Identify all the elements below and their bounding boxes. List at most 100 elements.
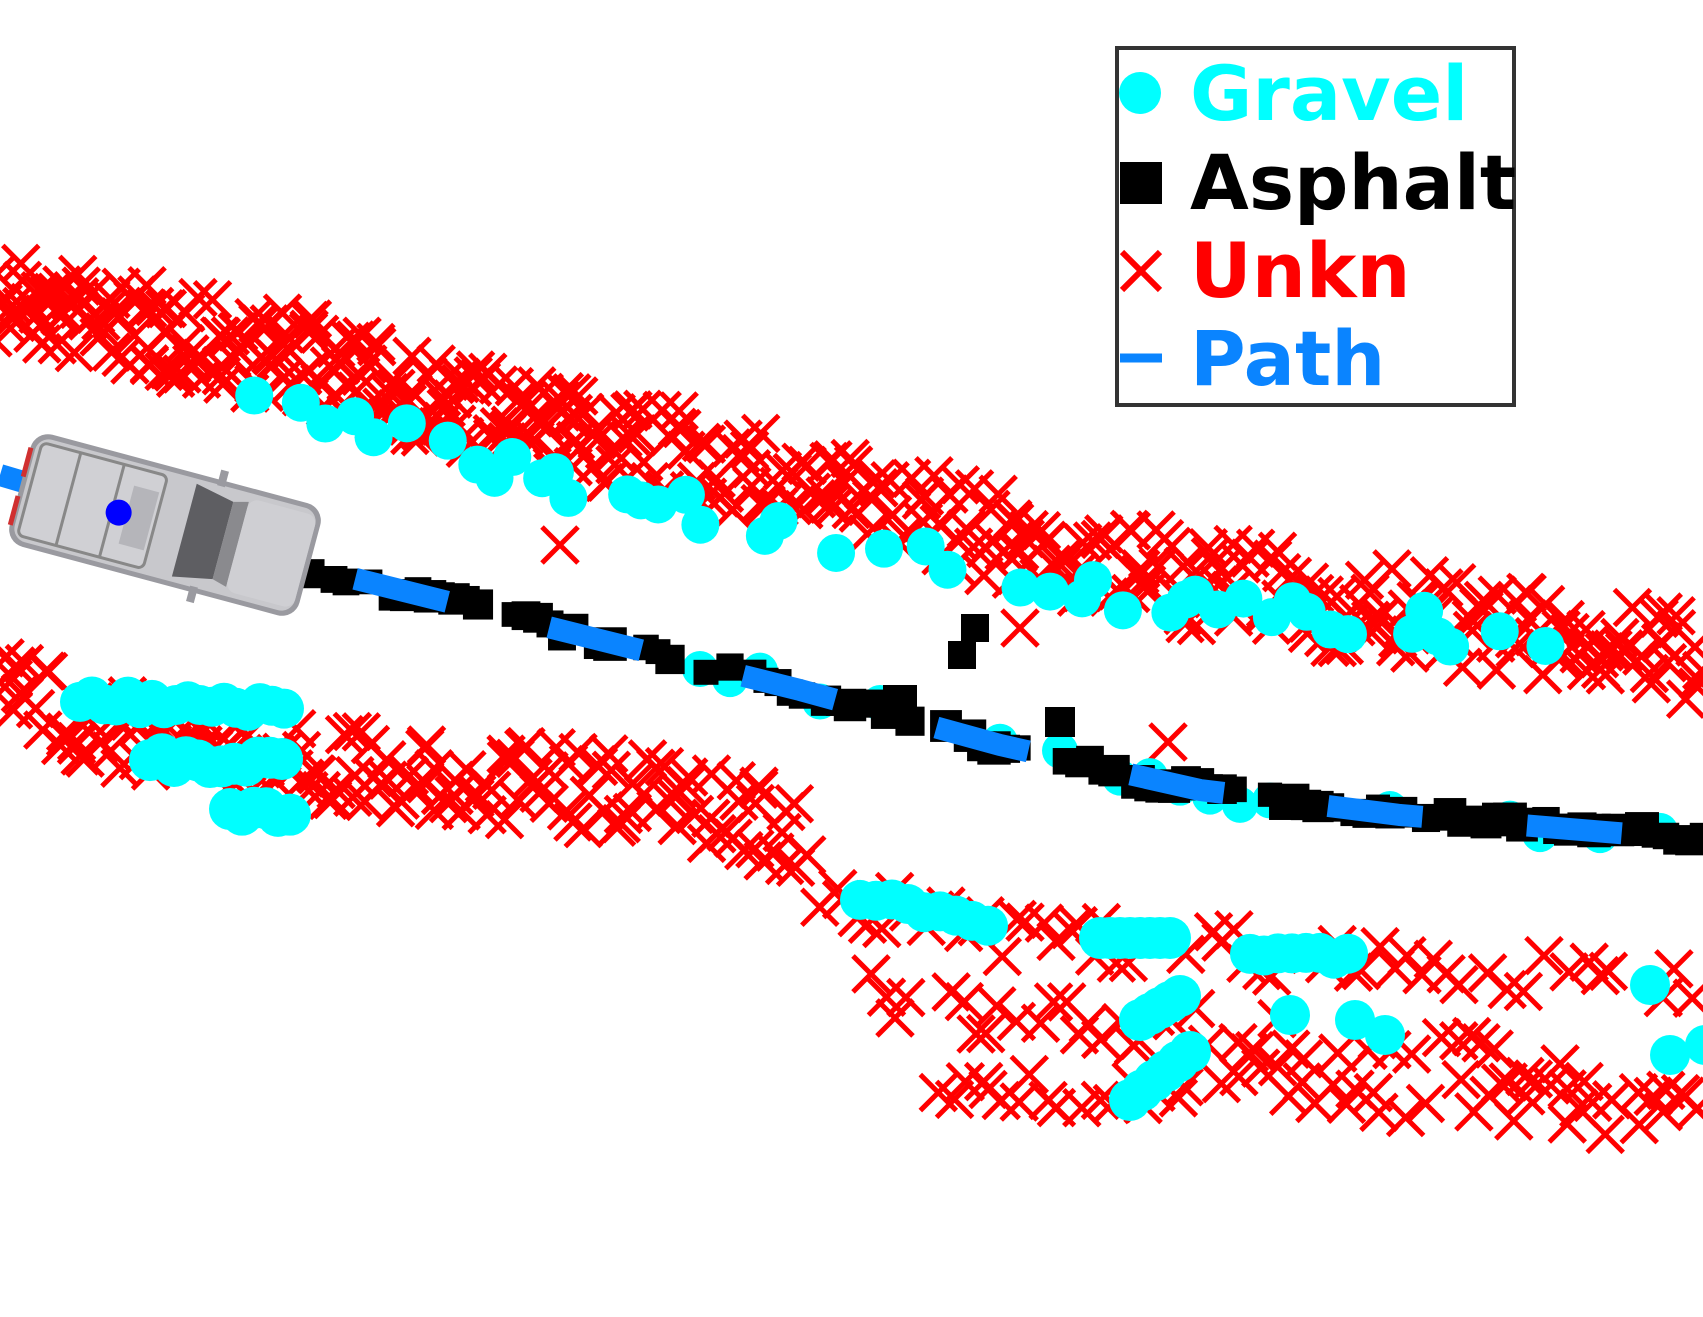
gravel-point — [269, 793, 311, 836]
unkn-point — [1675, 627, 1703, 667]
asphalt-point — [883, 685, 917, 719]
asphalt-point — [948, 641, 976, 669]
gravel-point — [666, 475, 705, 514]
unkn-point — [1629, 653, 1670, 694]
gravel-point — [681, 505, 720, 544]
unkn-point — [478, 365, 519, 405]
gravel-point — [261, 737, 303, 780]
gravel-point — [1149, 917, 1191, 959]
unkn-point — [940, 465, 981, 505]
unkn-point — [775, 847, 816, 888]
unkn-point — [1042, 538, 1082, 579]
gravel-point — [1031, 572, 1070, 611]
legend-asphalt-marker — [1120, 162, 1162, 204]
gravel-point — [1073, 561, 1112, 600]
unkn-point — [28, 651, 69, 692]
unkn-point — [1540, 1044, 1580, 1084]
vehicle-position-marker — [105, 499, 132, 526]
unkn-point — [965, 1013, 1006, 1054]
unkn-point — [357, 326, 397, 367]
gravel-point — [1103, 591, 1142, 630]
gravel-point — [1001, 568, 1040, 607]
unkn-point — [591, 750, 632, 790]
unkn-point — [553, 802, 593, 842]
gravel-point — [1159, 975, 1201, 1017]
unkn-point — [1005, 902, 1045, 942]
unkn-point — [814, 486, 855, 527]
gravel-point — [428, 421, 467, 460]
unkn-point — [764, 845, 805, 886]
gravel-point — [1328, 933, 1368, 974]
unkn-point — [0, 285, 33, 326]
unkn-point — [1282, 1062, 1322, 1102]
path-line — [0, 464, 1703, 851]
unkn-point — [203, 364, 243, 404]
unkn-point — [1580, 955, 1620, 996]
gravel-point — [1526, 626, 1565, 665]
unkn-point — [392, 336, 432, 377]
unkn-point — [1148, 722, 1188, 762]
unkn-point — [666, 765, 706, 806]
unkn-point — [1080, 1080, 1121, 1121]
gravel-point — [968, 905, 1008, 946]
unkn-point — [1639, 598, 1679, 639]
unkn-point — [1487, 969, 1527, 1010]
path-segment — [0, 464, 1703, 851]
unkn-point — [192, 279, 233, 320]
gravel-point — [1335, 1000, 1375, 1040]
legend-unkn-label: Unkn — [1190, 226, 1410, 315]
unkn-point — [1524, 935, 1564, 976]
gravel-point — [1270, 995, 1310, 1035]
unkn-point — [1480, 1063, 1521, 1103]
unkn-point — [201, 355, 242, 396]
unkn-point — [1676, 1089, 1703, 1130]
unkn-point — [1360, 926, 1400, 967]
unkn-point — [100, 297, 140, 337]
unkn-point — [1080, 1019, 1121, 1060]
unkn-point — [1020, 1003, 1061, 1043]
unkn-point — [1681, 650, 1703, 691]
unkn-point — [1219, 1056, 1259, 1097]
unkn-point — [447, 750, 487, 790]
unkn-point — [1677, 667, 1703, 707]
unkn-point — [471, 770, 512, 810]
gravel-point — [549, 478, 588, 517]
gravel-point — [1169, 1031, 1211, 1073]
unkn-point — [332, 711, 373, 752]
unkn-point — [954, 469, 995, 509]
unkn-point — [1494, 1101, 1534, 1141]
gravel-point — [759, 501, 798, 540]
unkn-point — [1385, 1097, 1426, 1138]
unkn-point — [1421, 1017, 1462, 1058]
gravel-point — [493, 438, 532, 477]
asphalt-point — [655, 644, 685, 675]
unkn-point — [719, 781, 759, 821]
unkn-point — [859, 468, 899, 508]
unkn-point — [406, 725, 447, 765]
legend-gravel-label: Gravel — [1190, 49, 1468, 138]
unkn-point — [178, 277, 218, 318]
unkn-point — [1461, 1023, 1501, 1063]
unkn-point — [1672, 978, 1703, 1018]
unkn-point — [1441, 1059, 1481, 1100]
gravel-point — [817, 533, 856, 572]
unkn-point — [486, 740, 527, 780]
unkn-point — [875, 998, 915, 1038]
unkn-point — [341, 356, 381, 397]
unkn-point — [1318, 1033, 1358, 1073]
unkn-point — [851, 954, 891, 994]
unkn-point — [856, 458, 897, 499]
gravel-point — [1365, 1015, 1405, 1055]
unkn-point — [956, 1014, 996, 1054]
unkn-point — [1372, 549, 1412, 589]
unkn-point — [1647, 642, 1688, 683]
unkn-point — [729, 430, 770, 470]
unkn-point — [1439, 964, 1479, 1005]
gravel-point — [1650, 1035, 1690, 1075]
unkn-point — [1619, 1104, 1660, 1145]
unkn-point — [4, 643, 45, 684]
unkn-point — [1506, 1076, 1546, 1116]
unkn-point — [1588, 951, 1629, 992]
unkn-point — [724, 830, 764, 871]
